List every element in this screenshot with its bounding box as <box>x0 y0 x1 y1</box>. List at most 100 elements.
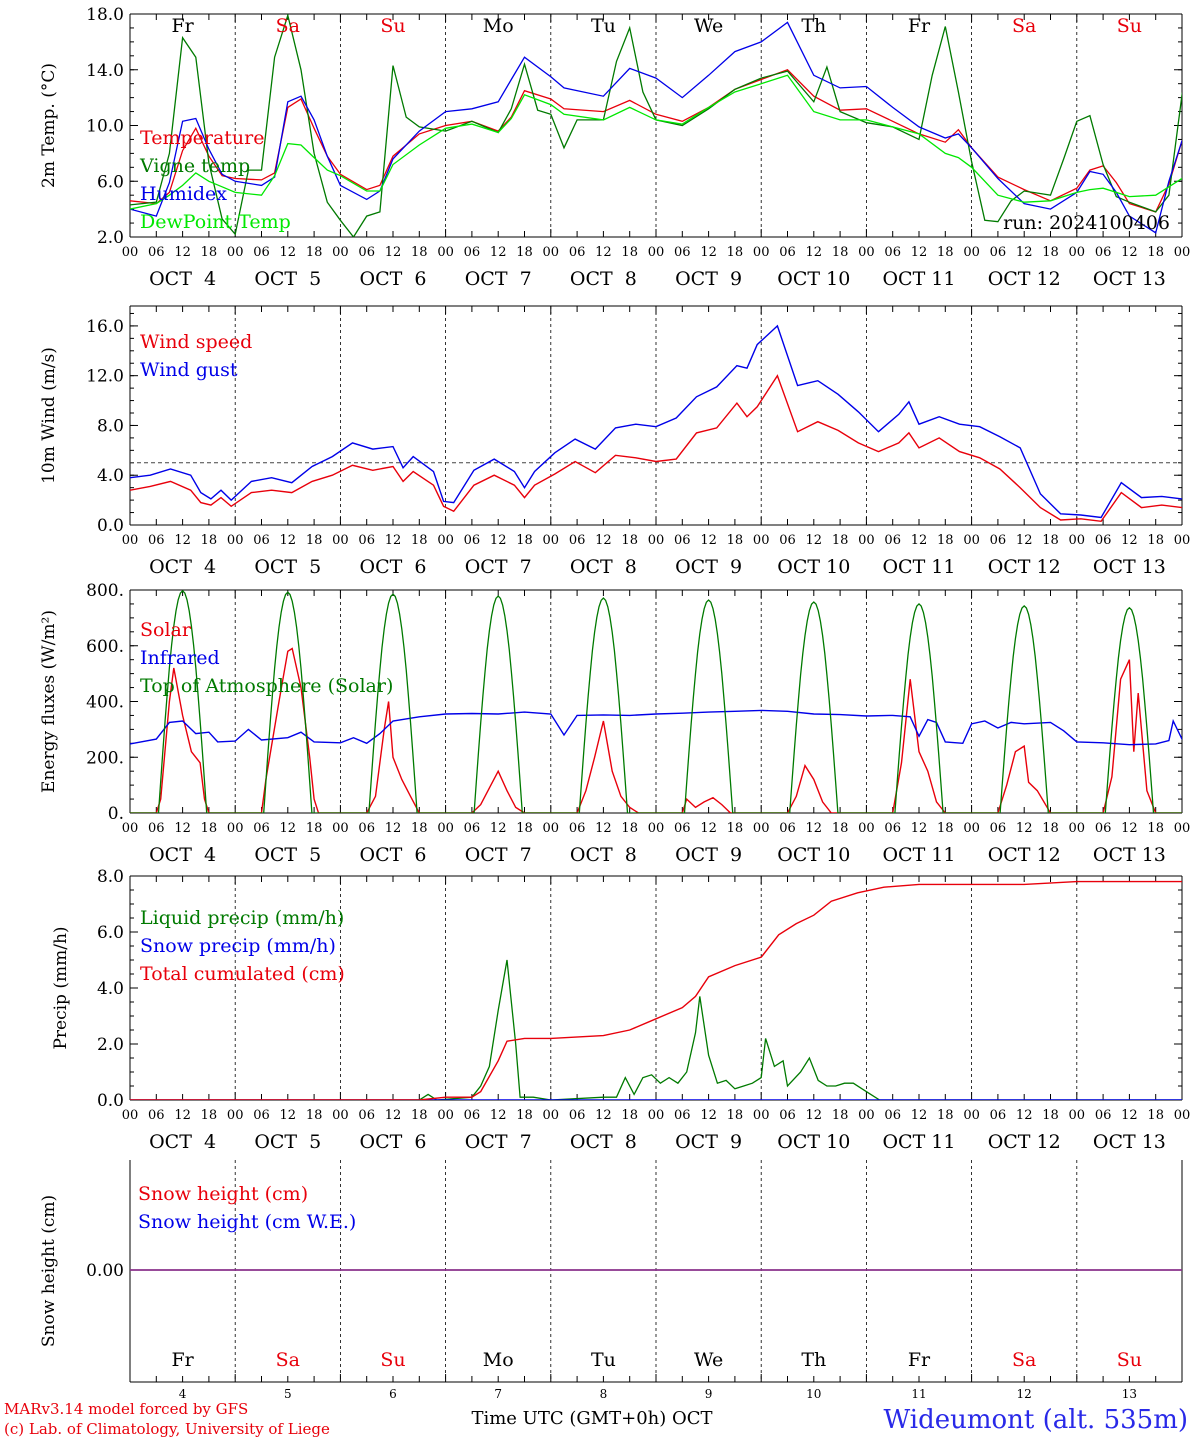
hour-tick-label: 06 <box>464 821 481 836</box>
y-tick-label: 0.00 <box>86 1261 124 1281</box>
hour-tick-label: 18 <box>621 1108 638 1123</box>
date-label: OCT 6 <box>360 844 427 866</box>
hour-tick-label: 06 <box>990 245 1007 260</box>
hour-tick-label: 12 <box>911 245 928 260</box>
hour-tick-label: 18 <box>621 533 638 548</box>
weekday-label: Sa <box>1012 1349 1036 1371</box>
hour-tick-label: 12 <box>700 821 717 836</box>
hour-tick-label: 12 <box>700 533 717 548</box>
panel-3: Energy fluxes (W/m²) 0. 200. 400. 600. 800. So… <box>39 581 1190 866</box>
hour-tick-label: 00 <box>753 821 770 836</box>
hour-tick-label: 00 <box>122 1108 139 1123</box>
date-label: OCT 12 <box>988 844 1061 866</box>
weekday-label: Th <box>801 15 826 37</box>
hour-tick-label: 12 <box>174 821 191 836</box>
date-label: OCT 5 <box>254 556 321 578</box>
hour-tick-label: 12 <box>595 533 612 548</box>
hour-tick-label: 18 <box>516 821 533 836</box>
hour-tick-label: 18 <box>937 821 954 836</box>
y-tick-label: 4.0 <box>97 466 124 486</box>
hour-tick-label: 00 <box>543 245 560 260</box>
weekday-label: We <box>694 15 723 37</box>
hour-tick-label: 18 <box>832 533 849 548</box>
series-line <box>130 69 1182 213</box>
hour-tick-label: 18 <box>1042 821 1059 836</box>
legend-entry: Snow height (cm) <box>138 1183 308 1205</box>
hour-tick-label: 00 <box>332 1108 349 1123</box>
date-label: OCT 9 <box>675 268 742 290</box>
hour-tick-label: 06 <box>148 245 165 260</box>
run-label: run: 2024100406 <box>1003 212 1170 234</box>
date-label: OCT 8 <box>570 844 637 866</box>
legend-entry: Vigne temp <box>139 155 250 177</box>
date-label: OCT 12 <box>988 1131 1061 1153</box>
hour-tick-label: 00 <box>963 821 980 836</box>
weekday-label: Sa <box>276 1349 300 1371</box>
hour-tick-label: 00 <box>437 245 454 260</box>
y-tick-label: 0. <box>108 804 124 824</box>
hour-tick-label: 06 <box>569 533 586 548</box>
hour-tick-label: 06 <box>464 1108 481 1123</box>
hour-tick-label: 00 <box>437 1108 454 1123</box>
series-line <box>130 709 1182 746</box>
legend-entry: Solar <box>140 619 192 641</box>
hour-tick-label: 06 <box>464 245 481 260</box>
hour-tick-label: 00 <box>543 533 560 548</box>
hour-tick-label: 12 <box>280 1108 297 1123</box>
y-tick-label: 2.0 <box>97 1035 124 1055</box>
hour-tick-label: 12 <box>1121 533 1138 548</box>
y-tick-label: 8.0 <box>97 867 124 887</box>
hour-tick-label: 18 <box>201 245 218 260</box>
hour-tick-label: 00 <box>543 1108 560 1123</box>
footer-copyright: (c) Lab. of Climatology, University of L… <box>4 1420 330 1438</box>
hour-tick-label: 00 <box>963 245 980 260</box>
hour-tick-label: 18 <box>727 1108 744 1123</box>
hour-tick-label: 18 <box>201 1108 218 1123</box>
y-axis-label: Precip (mm/h) <box>51 926 71 1049</box>
weekday-label: Sa <box>1012 15 1036 37</box>
hour-tick-label: 18 <box>516 1108 533 1123</box>
date-label: OCT 11 <box>882 556 955 578</box>
hour-tick-label: 12 <box>700 1108 717 1123</box>
series-line <box>130 647 1182 813</box>
y-tick-label: 0.0 <box>97 1091 124 1111</box>
hour-tick-label: 06 <box>884 821 901 836</box>
day-number-label: 6 <box>389 1387 397 1401</box>
date-label: OCT 9 <box>675 844 742 866</box>
y-tick-label: 600. <box>86 637 124 657</box>
series-line <box>130 324 1182 519</box>
hour-tick-label: 12 <box>490 245 507 260</box>
hour-tick-label: 06 <box>1095 533 1112 548</box>
hour-tick-label: 06 <box>253 245 270 260</box>
hour-tick-label: 12 <box>806 533 823 548</box>
hour-tick-label: 12 <box>385 1108 402 1123</box>
y-tick-label: 0.0 <box>97 516 124 536</box>
hour-tick-label: 06 <box>358 245 375 260</box>
legend-entry: DewPoint Temp <box>140 211 291 233</box>
hour-tick-label: 12 <box>1121 1108 1138 1123</box>
hour-tick-label: 00 <box>332 821 349 836</box>
hour-tick-label: 00 <box>648 533 665 548</box>
day-number-label: 13 <box>1122 1387 1137 1401</box>
y-tick-label: 4.0 <box>97 979 124 999</box>
date-label: OCT 8 <box>570 556 637 578</box>
station-label: Wideumont (alt. 535m) <box>884 1405 1188 1435</box>
series-line <box>130 590 1182 813</box>
weekday-label: Fr <box>171 15 194 37</box>
series-line <box>130 21 1182 234</box>
date-label: OCT 12 <box>988 268 1061 290</box>
panel-5: Snow height (cm) 0.00 Snow height (cm) Snow… <box>39 1160 1183 1401</box>
y-tick-label: 16.0 <box>86 317 124 337</box>
hour-tick-label: 00 <box>963 1108 980 1123</box>
hour-tick-label: 12 <box>595 821 612 836</box>
y-axis-label: 10m Wind (m/s) <box>39 347 59 484</box>
day-number-label: 11 <box>911 1387 926 1401</box>
hour-tick-label: 06 <box>358 821 375 836</box>
date-label: OCT 10 <box>777 844 850 866</box>
hour-tick-label: 06 <box>884 533 901 548</box>
time-axis-title: Time UTC (GMT+0h) OCT <box>471 1408 712 1429</box>
legend-entry: Total cumulated (cm) <box>140 963 345 985</box>
hour-tick-label: 00 <box>1174 245 1191 260</box>
date-label: OCT 5 <box>254 844 321 866</box>
